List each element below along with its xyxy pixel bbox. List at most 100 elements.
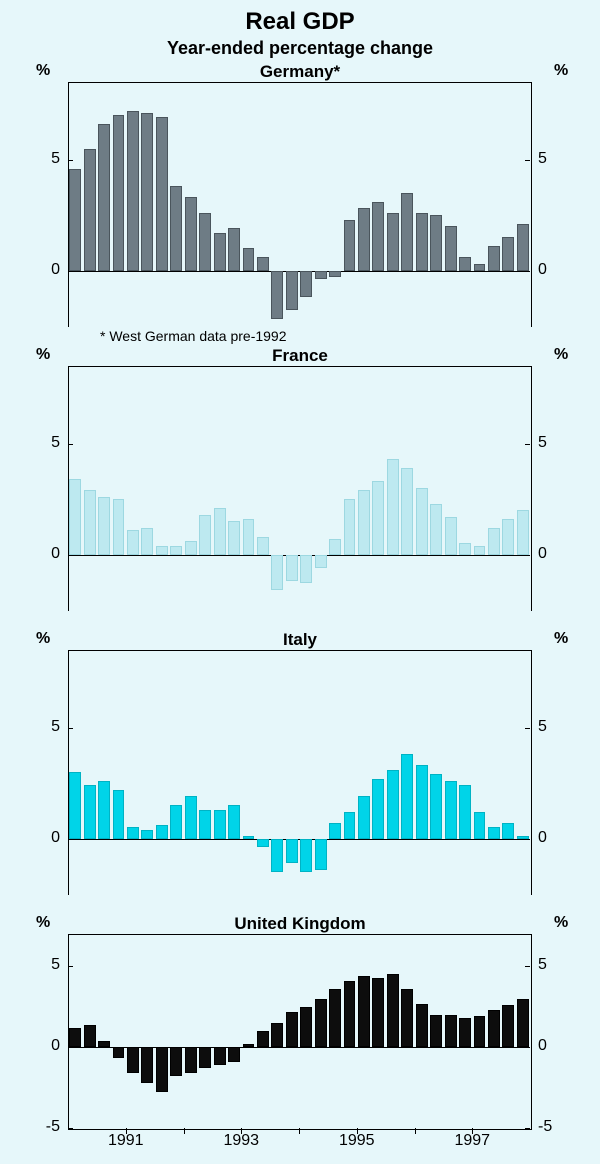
y-tick-label-right: 5 bbox=[538, 434, 547, 452]
bar bbox=[271, 271, 283, 320]
bar bbox=[459, 1018, 471, 1047]
bar bbox=[358, 976, 370, 1047]
bar bbox=[228, 805, 240, 838]
bar bbox=[228, 1047, 240, 1062]
bar bbox=[127, 530, 139, 554]
bar bbox=[445, 226, 457, 270]
bar bbox=[430, 215, 442, 270]
bar bbox=[430, 1015, 442, 1047]
zero-baseline bbox=[68, 271, 530, 272]
bar bbox=[502, 1005, 514, 1047]
bar bbox=[344, 220, 356, 271]
bar bbox=[185, 796, 197, 838]
bar bbox=[228, 521, 240, 554]
bar bbox=[372, 202, 384, 271]
bar bbox=[416, 488, 428, 555]
bar bbox=[286, 555, 298, 582]
bar bbox=[416, 1004, 428, 1048]
bar bbox=[214, 233, 226, 271]
panel-title: United Kingdom bbox=[0, 914, 600, 934]
y-tick-label-right: 0 bbox=[538, 545, 547, 563]
bar bbox=[170, 805, 182, 838]
bar bbox=[300, 555, 312, 584]
bar bbox=[199, 213, 211, 271]
bar bbox=[387, 770, 399, 839]
bar bbox=[156, 825, 168, 838]
y-tick-label-left: 5 bbox=[0, 150, 60, 168]
bar bbox=[170, 546, 182, 555]
pct-symbol-right: % bbox=[554, 346, 568, 364]
bar bbox=[344, 981, 356, 1047]
bar bbox=[372, 978, 384, 1048]
bar bbox=[199, 515, 211, 555]
bar bbox=[127, 827, 139, 838]
bar bbox=[387, 459, 399, 554]
y-tick-label-right: 5 bbox=[538, 150, 547, 168]
bar bbox=[387, 974, 399, 1047]
bar bbox=[98, 124, 110, 270]
bar bbox=[300, 1007, 312, 1047]
bar bbox=[271, 555, 283, 590]
bar bbox=[517, 510, 529, 554]
bar bbox=[141, 1047, 153, 1083]
bar bbox=[372, 481, 384, 554]
x-axis-year-label: 1995 bbox=[327, 1132, 387, 1150]
bar bbox=[214, 1047, 226, 1065]
y-tick-label-left: 0 bbox=[0, 1037, 60, 1055]
bar bbox=[488, 246, 500, 270]
bar bbox=[228, 228, 240, 270]
bar bbox=[459, 785, 471, 838]
main-subtitle: Year-ended percentage change bbox=[0, 38, 600, 59]
bar bbox=[113, 499, 125, 554]
bar bbox=[214, 810, 226, 839]
y-tick-label-right: 5 bbox=[538, 718, 547, 736]
y-tick-mark bbox=[68, 1128, 73, 1129]
x-axis-year-label: 1991 bbox=[96, 1132, 156, 1150]
pct-symbol-left: % bbox=[36, 630, 50, 648]
bar bbox=[445, 781, 457, 839]
y-tick-mark bbox=[525, 160, 530, 161]
panel-footnote: * West German data pre-1992 bbox=[100, 328, 287, 344]
bar bbox=[69, 479, 81, 554]
x-tick-mark bbox=[184, 1128, 185, 1134]
bar bbox=[315, 999, 327, 1048]
bar bbox=[69, 169, 81, 271]
bar bbox=[401, 193, 413, 271]
panel-title: Italy bbox=[0, 630, 600, 650]
bar bbox=[329, 539, 341, 555]
bar bbox=[113, 790, 125, 839]
bar bbox=[416, 765, 428, 838]
bar bbox=[185, 541, 197, 554]
bar bbox=[358, 490, 370, 554]
bar bbox=[488, 827, 500, 838]
bar bbox=[474, 1016, 486, 1047]
bar bbox=[156, 1047, 168, 1092]
zero-baseline bbox=[68, 839, 530, 840]
bar bbox=[84, 785, 96, 838]
bar bbox=[502, 519, 514, 554]
bar bbox=[141, 113, 153, 270]
y-tick-label-left: 0 bbox=[0, 545, 60, 563]
bar bbox=[127, 111, 139, 271]
y-tick-mark bbox=[525, 966, 530, 967]
pct-symbol-right: % bbox=[554, 914, 568, 932]
bar bbox=[315, 271, 327, 280]
zero-baseline bbox=[68, 555, 530, 556]
bar bbox=[170, 186, 182, 270]
bar bbox=[401, 468, 413, 555]
bar bbox=[445, 1015, 457, 1047]
x-tick-mark bbox=[299, 1128, 300, 1134]
bar bbox=[430, 774, 442, 838]
bar bbox=[141, 830, 153, 839]
y-tick-label-left: 5 bbox=[0, 718, 60, 736]
bar bbox=[243, 836, 255, 838]
bar bbox=[344, 812, 356, 839]
bar bbox=[185, 1047, 197, 1073]
main-title: Real GDP bbox=[0, 8, 600, 36]
bar bbox=[98, 497, 110, 555]
y-tick-label-left: -5 bbox=[0, 1118, 60, 1136]
bar bbox=[387, 213, 399, 271]
bar bbox=[459, 543, 471, 554]
bar bbox=[286, 1012, 298, 1048]
y-tick-label-left: 5 bbox=[0, 434, 60, 452]
